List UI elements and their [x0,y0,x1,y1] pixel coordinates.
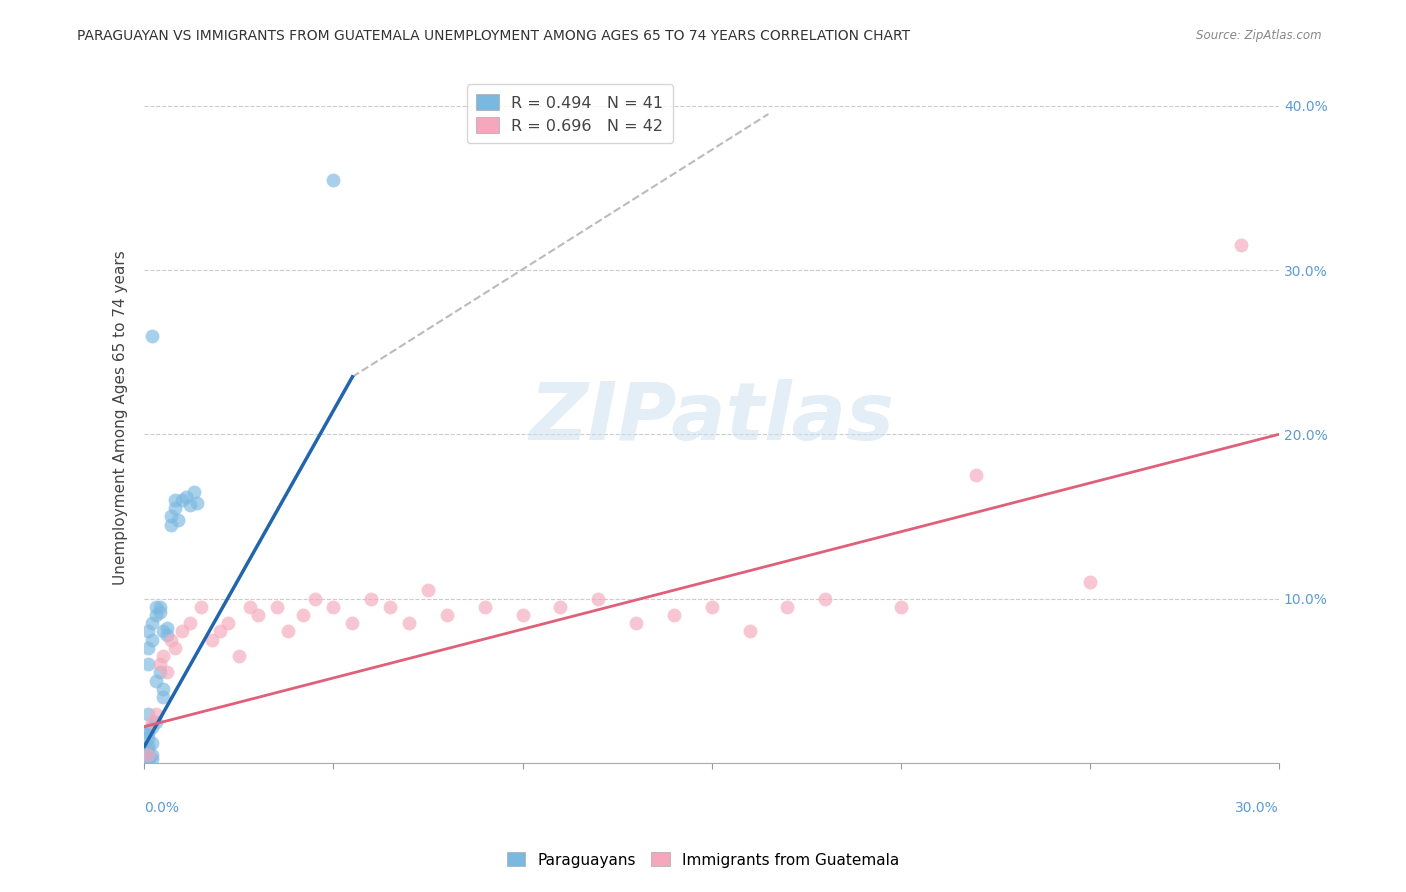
Point [512,607,534,622]
Point [141,328,163,343]
Point [145,706,167,721]
Point [160,517,183,532]
Point [163,493,186,508]
Point [186,496,208,510]
Point [217,616,239,631]
Point [201,632,224,647]
Point [145,599,167,614]
Point [141,736,163,750]
Point [156,628,179,642]
Point [172,493,194,508]
Point [141,632,163,647]
Point [148,605,170,619]
Point [152,681,174,696]
Y-axis label: Unemployment Among Ages 65 to 74 years: Unemployment Among Ages 65 to 74 years [114,251,128,585]
Point [160,509,183,524]
Point [136,747,159,762]
Point [814,591,837,606]
Point [148,599,170,614]
Point [136,731,159,746]
Point [190,599,212,614]
Text: ZIPatlas: ZIPatlas [529,379,894,457]
Point [474,599,496,614]
Point [152,648,174,663]
Point [1230,238,1253,252]
Point [208,624,231,639]
Point [156,665,179,680]
Point [136,739,159,754]
Point [550,599,572,614]
Point [172,624,194,639]
Point [174,490,197,504]
Point [586,591,609,606]
Point [141,616,163,631]
Legend: R = 0.494   N = 41, R = 0.696   N = 42: R = 0.494 N = 41, R = 0.696 N = 42 [467,85,673,143]
Point [141,720,163,734]
Point [136,726,159,740]
Point [136,624,159,639]
Point [136,742,159,756]
Point [141,714,163,729]
Point [277,624,299,639]
Point [228,648,250,663]
Point [145,607,167,622]
Point [136,751,159,765]
Point [398,616,420,631]
Point [662,607,685,622]
Legend: Paraguayans, Immigrants from Guatemala: Paraguayans, Immigrants from Guatemala [501,847,905,873]
Point [136,657,159,672]
Point [141,752,163,766]
Point [416,583,439,598]
Point [322,172,344,186]
Point [1078,575,1101,590]
Point [624,616,647,631]
Point [148,657,170,672]
Point [738,624,761,639]
Point [342,616,364,631]
Point [304,591,326,606]
Point [148,665,170,680]
Point [160,632,183,647]
Point [136,723,159,737]
Point [436,607,458,622]
Text: Source: ZipAtlas.com: Source: ZipAtlas.com [1197,29,1322,42]
Point [136,706,159,721]
Point [266,599,288,614]
Text: 0.0%: 0.0% [145,801,180,814]
Point [239,599,262,614]
Point [183,484,205,499]
Point [380,599,402,614]
Point [152,624,174,639]
Point [890,599,912,614]
Point [292,607,315,622]
Point [246,607,269,622]
Point [360,591,382,606]
Text: PARAGUAYAN VS IMMIGRANTS FROM GUATEMALA UNEMPLOYMENT AMONG AGES 65 TO 74 YEARS C: PARAGUAYAN VS IMMIGRANTS FROM GUATEMALA … [77,29,911,43]
Point [163,640,186,655]
Point [156,621,179,635]
Point [179,498,201,512]
Text: 30.0%: 30.0% [1236,801,1279,814]
Point [136,754,159,768]
Point [776,599,799,614]
Point [152,690,174,704]
Point [700,599,723,614]
Point [179,616,201,631]
Point [322,599,344,614]
Point [163,501,186,516]
Point [141,747,163,762]
Point [136,640,159,655]
Point [145,714,167,729]
Point [965,468,987,483]
Point [167,513,190,527]
Point [145,673,167,688]
